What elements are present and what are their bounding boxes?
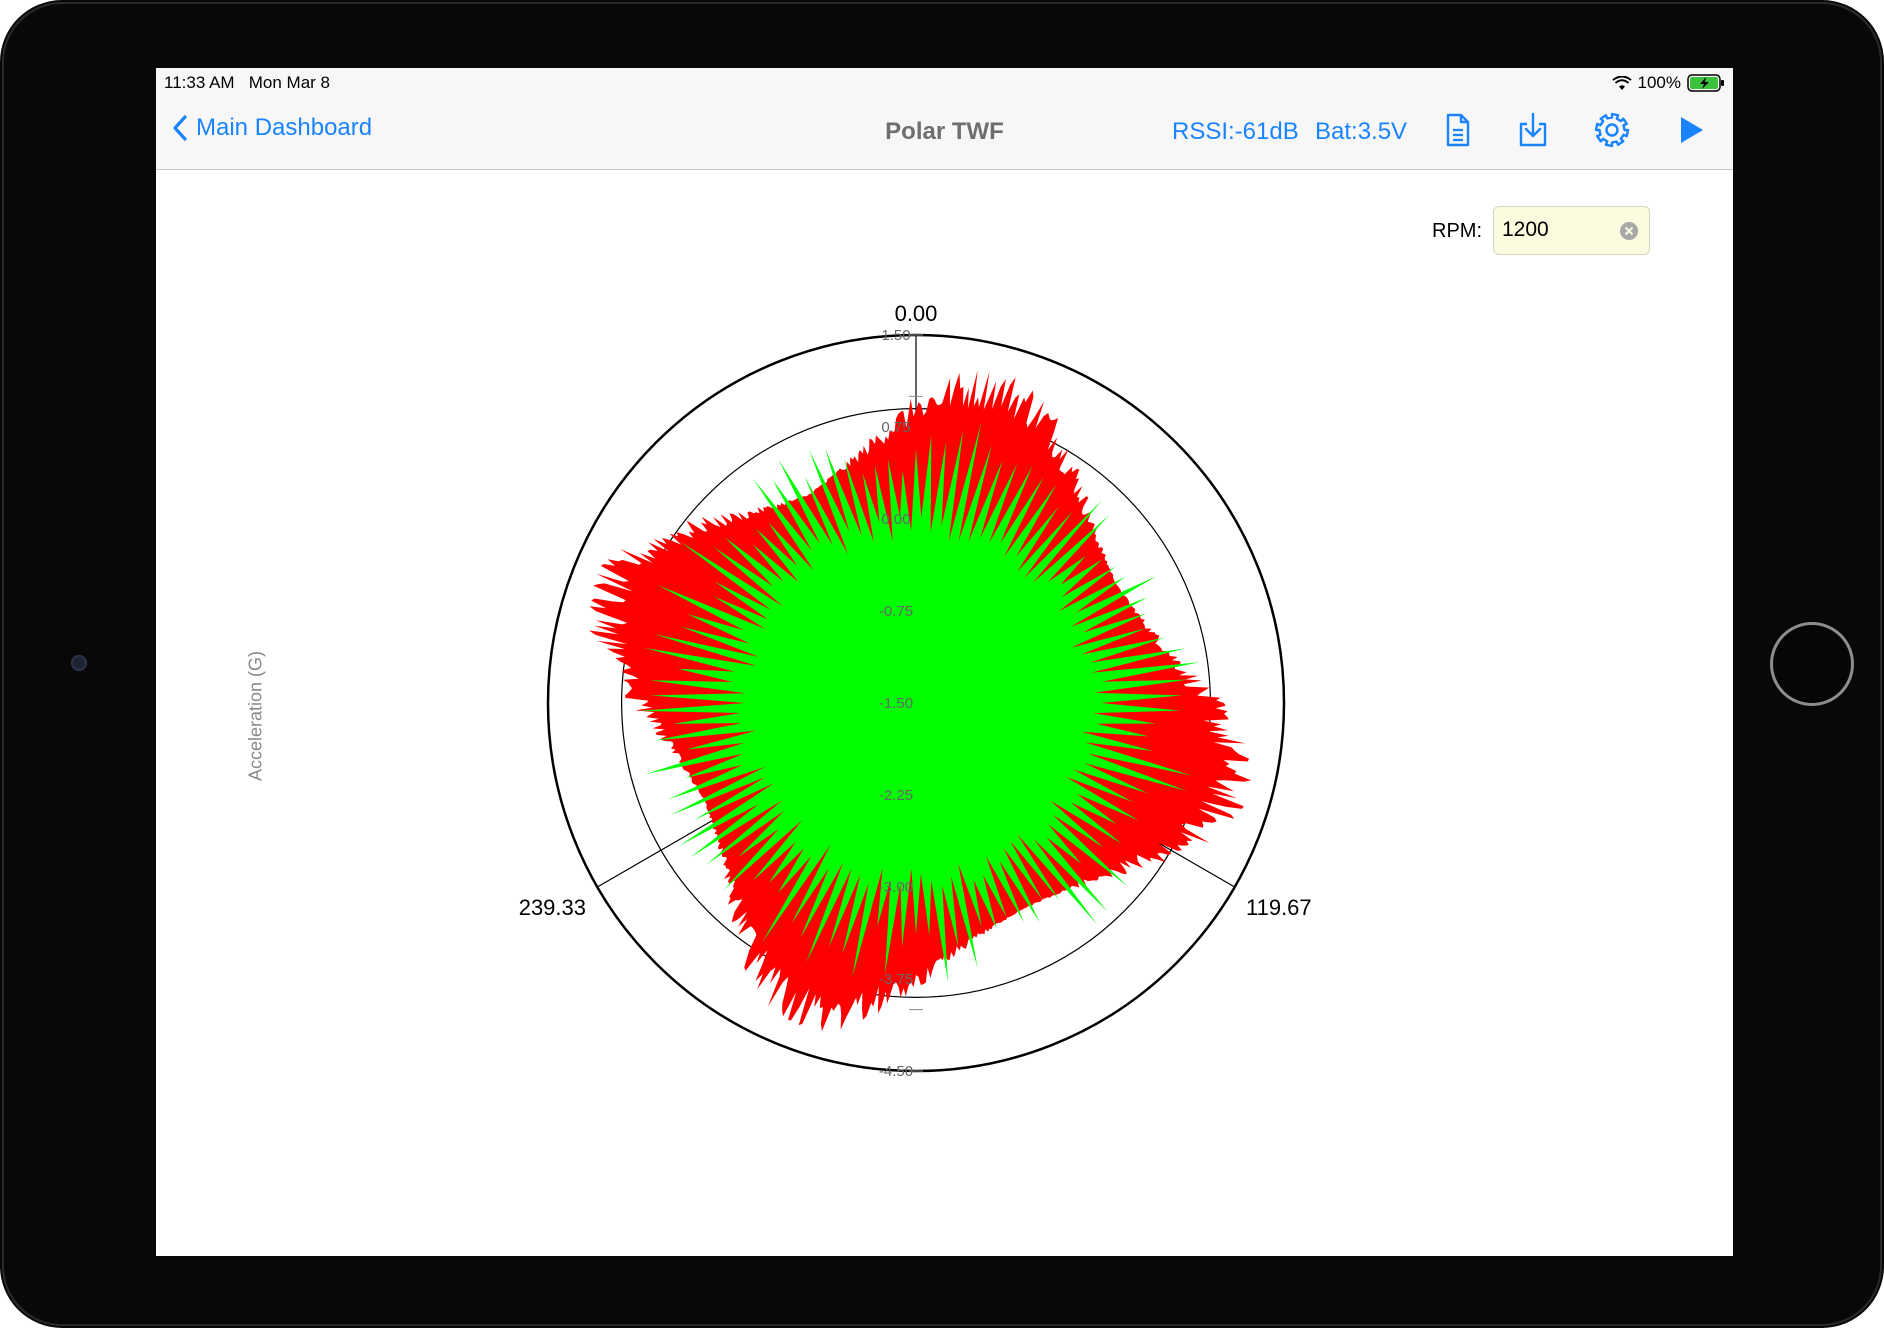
play-icon[interactable] xyxy=(1670,110,1710,150)
document-icon[interactable] xyxy=(1437,110,1477,150)
radial-tick-label: -3.75 xyxy=(879,971,913,988)
back-button-label: Main Dashboard xyxy=(196,114,373,141)
status-bar: 11:33 AM Mon Mar 8 100% xyxy=(156,68,1733,96)
angle-label: 119.67 xyxy=(1246,895,1312,920)
clear-icon[interactable] xyxy=(1619,221,1639,241)
polar-chart: 1.50 0.75 0.00 -0.75 -1.50 -2.25 -3.00 -3.75 -4.… xyxy=(519,301,1312,1080)
radial-tick-label: 0.00 xyxy=(881,511,910,528)
gear-icon[interactable] xyxy=(1592,110,1632,150)
radial-tick-label: -0.75 xyxy=(879,603,913,620)
series-green-area xyxy=(639,422,1201,983)
rpm-input[interactable] xyxy=(1502,217,1612,243)
angle-label: 239.33 xyxy=(519,895,586,920)
battery-percent: 100% xyxy=(1637,73,1681,92)
chevron-left-icon xyxy=(173,115,187,141)
status-date: Mon Mar 8 xyxy=(248,73,330,92)
page-title: Polar TWF xyxy=(885,118,1004,145)
back-button[interactable]: Main Dashboard xyxy=(172,114,372,142)
radial-tick-label: -3.00 xyxy=(879,879,913,896)
status-clock: 11:33 AM xyxy=(164,73,235,92)
angle-label: 0.00 xyxy=(895,301,938,326)
navigation-bar: Main Dashboard Polar TWF RSSI:-61dB Bat:… xyxy=(156,96,1733,170)
rpm-field[interactable] xyxy=(1493,206,1650,255)
app-screen: 11:33 AM Mon Mar 8 100% xyxy=(156,68,1733,1256)
rpm-label: RPM: xyxy=(1432,220,1482,242)
wifi-icon xyxy=(1611,75,1632,90)
rssi-readout: RSSI:-61dB xyxy=(1172,118,1299,145)
radial-tick-label: 1.50 xyxy=(881,327,910,344)
battery-charging-icon xyxy=(1687,74,1724,92)
radial-tick-label: -2.25 xyxy=(879,787,913,804)
nav-title-wrap: Polar TWF xyxy=(156,118,1733,146)
radial-tick-label: -1.50 xyxy=(879,695,913,712)
home-button[interactable] xyxy=(1770,622,1854,706)
status-right: 100% xyxy=(1611,73,1725,93)
battery-voltage-readout: Bat:3.5V xyxy=(1315,118,1408,145)
radial-tick-label: 0.75 xyxy=(881,419,910,436)
status-time: 11:33 AM Mon Mar 8 xyxy=(164,73,330,93)
download-icon[interactable] xyxy=(1513,110,1553,150)
front-camera xyxy=(71,655,87,671)
radial-tick-label: -4.50 xyxy=(879,1063,913,1080)
